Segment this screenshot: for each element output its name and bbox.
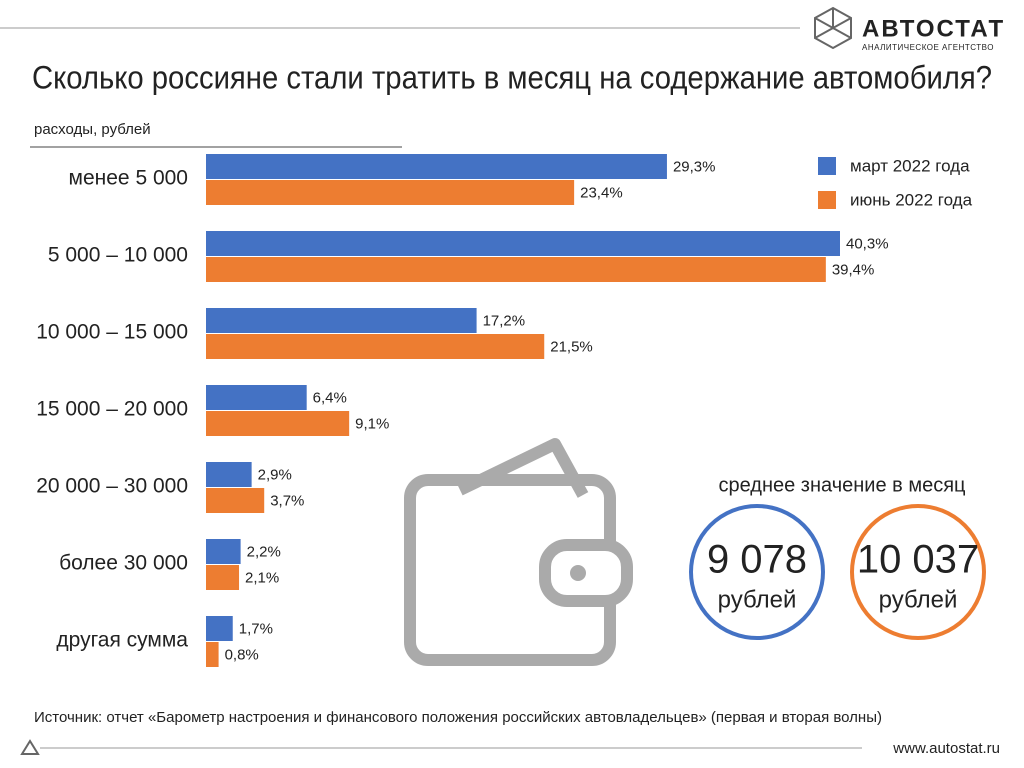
bar [206, 308, 477, 333]
data-label: 23,4% [580, 184, 623, 201]
bar [206, 154, 667, 179]
average-value: 9 078 [707, 538, 807, 582]
data-label: 21,5% [550, 338, 593, 355]
bar [206, 565, 240, 590]
bar [206, 616, 233, 641]
category-label: 20 000 – 30 000 [36, 475, 188, 498]
chart-title: Сколько россияне стали тратить в месяц н… [32, 59, 992, 95]
bar [206, 539, 241, 564]
data-label: 1,7% [239, 620, 273, 637]
data-label: 3,7% [270, 492, 304, 509]
data-label: 39,4% [832, 261, 875, 278]
bar [206, 411, 350, 436]
data-label: 17,2% [483, 312, 526, 329]
data-label: 29,3% [673, 158, 716, 175]
legend-swatch [818, 157, 836, 175]
category-label: 15 000 – 20 000 [36, 398, 188, 421]
bar [206, 334, 545, 359]
category-label: более 30 000 [59, 552, 188, 575]
legend-swatch [818, 191, 836, 209]
data-label: 40,3% [846, 235, 889, 252]
bar [206, 180, 575, 205]
subtitle: расходы, рублей [34, 121, 151, 138]
footer-logo [20, 739, 40, 755]
average-circle [689, 504, 825, 640]
data-label: 2,9% [258, 466, 292, 483]
bar [206, 642, 219, 667]
data-label: 9,1% [355, 415, 389, 432]
bar [206, 385, 307, 410]
legend-label: июнь 2022 года [850, 190, 973, 209]
logo-tagline: АНАЛИТИЧЕСКОЕ АГЕНТСТВО [862, 43, 994, 52]
average-value: 10 037 [857, 538, 979, 582]
data-label: 0,8% [225, 646, 259, 663]
averages-title: среднее значение в месяц [718, 474, 965, 496]
bar [206, 488, 265, 513]
source: Источник: отчет «Барометр настроения и ф… [34, 709, 882, 726]
average-circle [850, 504, 986, 640]
logo-name: АВТОСТАТ [862, 15, 1005, 42]
bar [206, 257, 826, 282]
data-label: 2,1% [245, 569, 279, 586]
bar [206, 231, 840, 256]
category-label: 10 000 – 15 000 [36, 321, 188, 344]
average-unit: рублей [718, 586, 797, 613]
data-label: 2,2% [247, 543, 281, 560]
logo-icon [814, 6, 852, 50]
category-label: менее 5 000 [69, 167, 188, 190]
website: www.autostat.ru [892, 740, 1000, 757]
category-label: 5 000 – 10 000 [48, 244, 188, 267]
average-unit: рублей [879, 586, 958, 613]
wallet-icon [404, 438, 633, 666]
category-label: другая сумма [56, 629, 188, 652]
data-label: 6,4% [313, 389, 347, 406]
bar [206, 462, 252, 487]
legend-label: март 2022 года [850, 156, 970, 175]
